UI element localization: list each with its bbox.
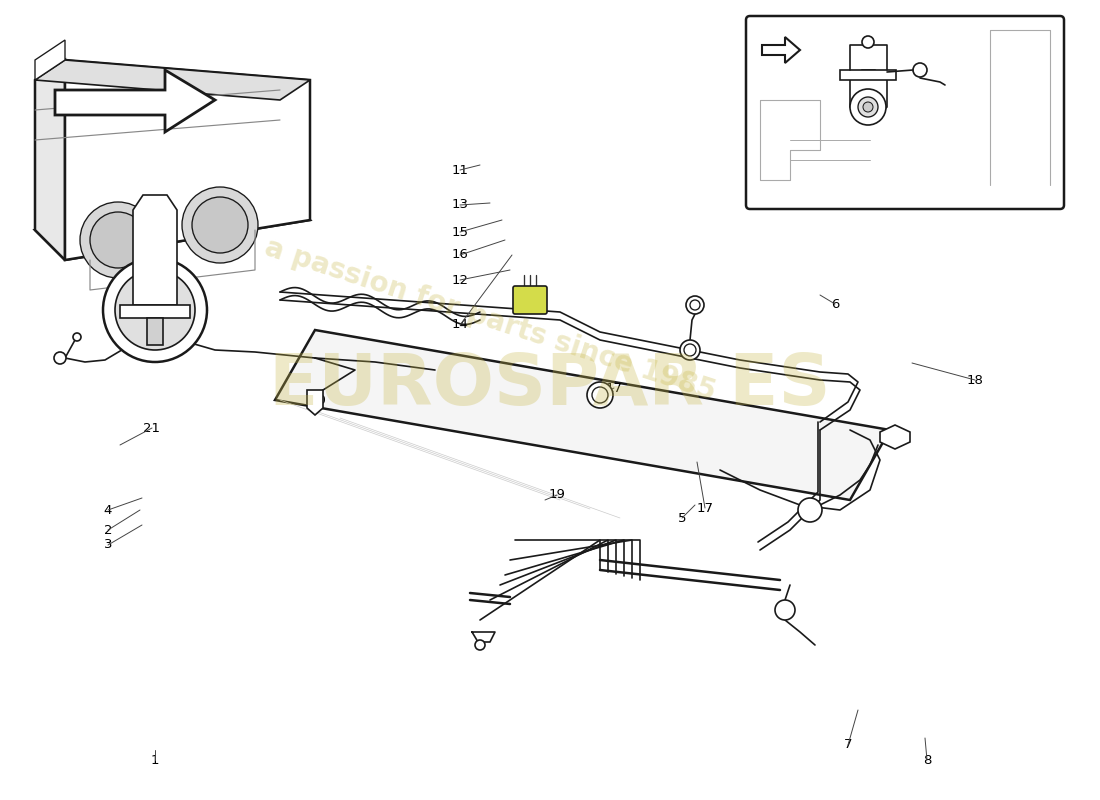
Circle shape (103, 258, 207, 362)
Circle shape (116, 270, 195, 350)
Circle shape (686, 296, 704, 314)
Polygon shape (35, 60, 65, 260)
Text: 3: 3 (103, 538, 112, 551)
Circle shape (475, 640, 485, 650)
Text: 6: 6 (830, 298, 839, 310)
Text: 4: 4 (103, 503, 112, 517)
Polygon shape (147, 318, 163, 345)
Circle shape (80, 202, 156, 278)
Text: 19: 19 (549, 489, 565, 502)
Circle shape (54, 352, 66, 364)
Text: EUROSPAR ES: EUROSPAR ES (270, 350, 830, 419)
Polygon shape (133, 195, 177, 305)
Circle shape (90, 212, 146, 268)
Text: 5: 5 (678, 511, 686, 525)
Circle shape (864, 102, 873, 112)
Circle shape (858, 97, 878, 117)
Polygon shape (275, 330, 890, 500)
Text: 12: 12 (451, 274, 469, 286)
Text: 13: 13 (451, 198, 469, 211)
Polygon shape (762, 37, 800, 63)
Circle shape (587, 382, 613, 408)
Text: 11: 11 (451, 163, 469, 177)
Circle shape (684, 344, 696, 356)
Polygon shape (880, 425, 910, 449)
Polygon shape (65, 60, 310, 260)
Circle shape (776, 600, 795, 620)
Circle shape (862, 36, 874, 48)
Circle shape (798, 498, 822, 522)
Text: 21: 21 (143, 422, 161, 434)
Text: 17: 17 (696, 502, 714, 514)
Polygon shape (307, 390, 323, 415)
Circle shape (690, 300, 700, 310)
Circle shape (192, 197, 248, 253)
Circle shape (592, 387, 608, 403)
Circle shape (182, 187, 258, 263)
Polygon shape (35, 190, 310, 260)
Text: 10: 10 (827, 163, 845, 177)
Circle shape (73, 333, 81, 341)
FancyBboxPatch shape (746, 16, 1064, 209)
Circle shape (850, 89, 886, 125)
Circle shape (680, 340, 700, 360)
Polygon shape (35, 40, 65, 80)
Text: 16: 16 (452, 249, 469, 262)
FancyBboxPatch shape (513, 286, 547, 314)
Polygon shape (840, 70, 896, 80)
Text: 15: 15 (451, 226, 469, 238)
Text: 20: 20 (309, 394, 326, 406)
Text: 1: 1 (151, 754, 160, 766)
Polygon shape (120, 305, 190, 318)
Text: 17: 17 (605, 382, 623, 394)
Circle shape (913, 63, 927, 77)
Polygon shape (35, 60, 310, 100)
Polygon shape (850, 70, 887, 117)
Text: 8: 8 (923, 754, 932, 766)
Text: 14: 14 (452, 318, 469, 331)
Text: 2: 2 (103, 523, 112, 537)
Text: 7: 7 (844, 738, 852, 751)
Text: 18: 18 (967, 374, 983, 386)
Polygon shape (55, 70, 215, 132)
Text: a passion for parts since 1985: a passion for parts since 1985 (261, 234, 719, 406)
